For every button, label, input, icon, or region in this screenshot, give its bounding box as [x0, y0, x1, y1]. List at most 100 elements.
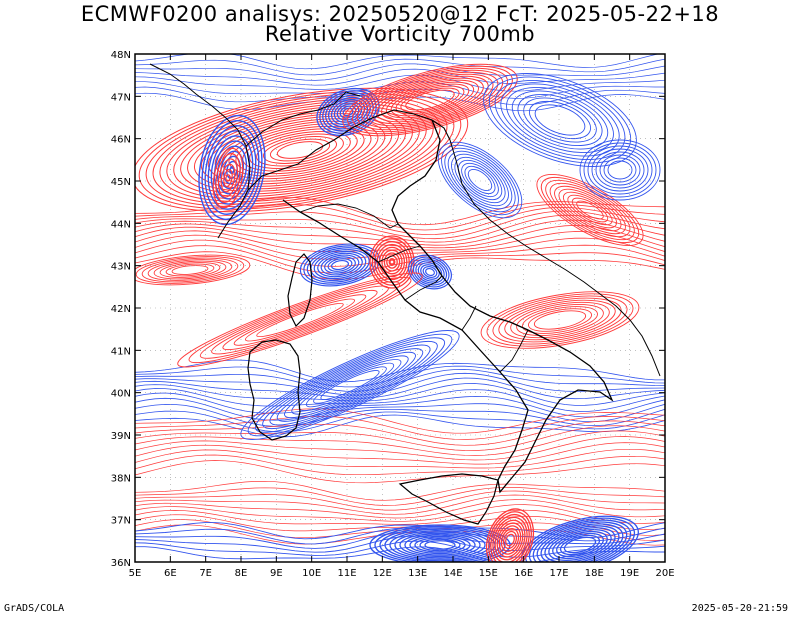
lat-label: 40N: [111, 389, 131, 400]
contour-line: [562, 191, 618, 229]
contour-line: [330, 259, 350, 271]
lon-label: 10E: [302, 568, 321, 579]
contour-line: [583, 142, 657, 198]
contour-line: [404, 534, 476, 556]
contour-line: [291, 355, 409, 415]
contour-line: [395, 85, 465, 115]
contour-line: [135, 74, 665, 92]
contour-line: [269, 138, 331, 162]
contour-line: [496, 522, 524, 558]
contour-line: [324, 256, 356, 274]
tuscany-border: [299, 203, 399, 229]
lon-label: 17E: [549, 568, 568, 579]
contour-line: [342, 107, 354, 117]
lat-label: 46N: [111, 135, 131, 146]
contour-line: [228, 123, 372, 177]
lat-label: 37N: [111, 516, 131, 527]
contour-line: [141, 257, 239, 283]
contour-line: [399, 532, 481, 558]
contour-line: [576, 200, 604, 220]
contour-line: [135, 430, 665, 456]
contour-line: [486, 293, 634, 347]
contour-line: [135, 436, 665, 461]
contour-line: [263, 136, 337, 164]
alps-border: [217, 109, 451, 239]
contour-line: [339, 105, 357, 119]
contour-line: [528, 519, 632, 562]
central-italy-border: [377, 245, 529, 373]
contour-line: [376, 77, 484, 123]
contour-line: [336, 103, 360, 121]
contour-line: [552, 530, 608, 560]
lat-label: 42N: [111, 304, 131, 315]
contour-line: [523, 97, 597, 143]
coastlines-and-borders: [149, 63, 661, 525]
contour-line: [366, 73, 494, 127]
contour-line: [201, 119, 263, 221]
lon-label: 11E: [337, 568, 356, 579]
contour-line: [500, 528, 520, 552]
contour-line: [548, 529, 612, 561]
contour-line: [333, 101, 363, 123]
contour-line: [607, 160, 633, 180]
contour-line: [410, 256, 450, 288]
footer-software-label: GrADS/COLA: [4, 603, 65, 614]
contour-line: [135, 403, 665, 427]
contour-line: [447, 150, 513, 210]
contour-line: [135, 214, 665, 243]
contour-line: [500, 83, 620, 157]
lat-label: 47N: [111, 92, 131, 103]
lat-label: 41N: [111, 346, 131, 357]
contour-line: [505, 533, 515, 547]
contour-line: [254, 337, 446, 433]
contour-line: [412, 258, 448, 286]
lon-label: 9E: [270, 568, 283, 579]
contour-line: [210, 135, 254, 205]
contour-line: [320, 370, 380, 400]
contour-line: [532, 521, 628, 562]
contour-line: [135, 499, 665, 519]
contour-line: [534, 104, 586, 136]
contour-line: [135, 425, 665, 451]
contour-line: [591, 148, 649, 192]
lon-label: 6E: [164, 568, 177, 579]
contour-line: [135, 239, 665, 267]
contour-line: [240, 330, 460, 440]
axis-ticks: 5E 6E 7E 8E 9E 10E 11E 12E 13E 14E 15E 16E 17E 18E 19E…: [111, 50, 675, 579]
contour-line: [135, 454, 665, 476]
lon-label: 13E: [408, 568, 427, 579]
contour-line: [545, 179, 635, 241]
contour-line: [233, 294, 367, 346]
contour-line: [536, 174, 644, 246]
contour-line: [587, 145, 653, 195]
contour-line: [135, 210, 665, 240]
contour-line: [262, 340, 438, 430]
contour-line: [464, 165, 496, 195]
contour-line: [528, 100, 592, 140]
contour-line: [524, 517, 636, 562]
swiss-border: [245, 91, 361, 147]
lat-label: 44N: [111, 219, 131, 230]
contour-line: [213, 140, 251, 200]
contour-line: [480, 291, 640, 349]
contour-line: [216, 145, 248, 195]
contour-line: [556, 532, 604, 558]
contour-line: [408, 254, 452, 290]
contour-line: [147, 259, 233, 281]
contour-line: [284, 351, 416, 419]
contour-line: [320, 254, 360, 276]
contour-line: [135, 448, 665, 469]
contour-line: [317, 252, 363, 278]
contour-line: [451, 153, 509, 207]
contour-line: [145, 92, 455, 208]
contour-line: [247, 333, 453, 437]
contour-line: [269, 344, 431, 426]
contour-line: [494, 519, 526, 561]
contour-line: [419, 538, 461, 552]
contour-line: [177, 272, 423, 368]
contour-line: [135, 540, 665, 558]
contour-line: [488, 76, 632, 164]
contour-line: [256, 133, 344, 167]
